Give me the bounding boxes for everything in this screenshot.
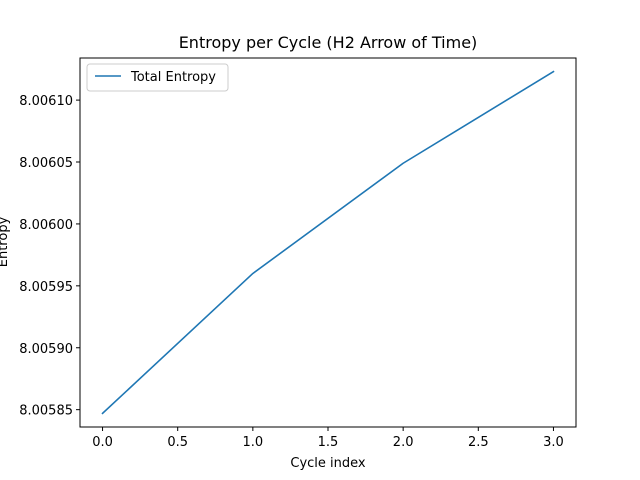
x-tick-label: 0.5 [167,435,188,450]
x-tick-label: 0.0 [92,435,113,450]
x-tick-label: 1.0 [243,435,264,450]
series-layer [101,70,555,415]
y-tick-label: 8.00595 [19,280,73,295]
chart-title: Entropy per Cycle (H2 Arrow of Time) [179,33,478,52]
legend-label-total-entropy: Total Entropy [130,70,216,85]
y-tick-label: 8.00605 [19,156,73,171]
x-tick-label: 2.0 [393,435,414,450]
plot-frame [79,57,577,428]
x-tick-label: 1.5 [318,435,339,450]
plot-area [80,58,576,427]
y-axis-label: Entropy [0,216,11,267]
x-axis-ticks: 0.0 0.5 1.0 1.5 2.0 2.5 3.0 [92,427,564,450]
series-line-total-entropy [101,70,555,415]
x-tick-label: 3.0 [543,435,564,450]
y-tick-label: 8.00600 [19,218,73,233]
x-tick-label: 2.5 [468,435,489,450]
legend-box [86,63,229,92]
y-tick-label: 8.00590 [19,342,73,357]
legend: Total Entropy [86,63,229,92]
y-tick-label: 8.00610 [19,94,73,109]
y-axis-ticks: 8.00585 8.00590 8.00595 8.00600 8.00605 8.006… [19,94,80,419]
x-axis-label: Cycle index [290,456,366,471]
y-tick-label: 8.00585 [19,404,73,419]
